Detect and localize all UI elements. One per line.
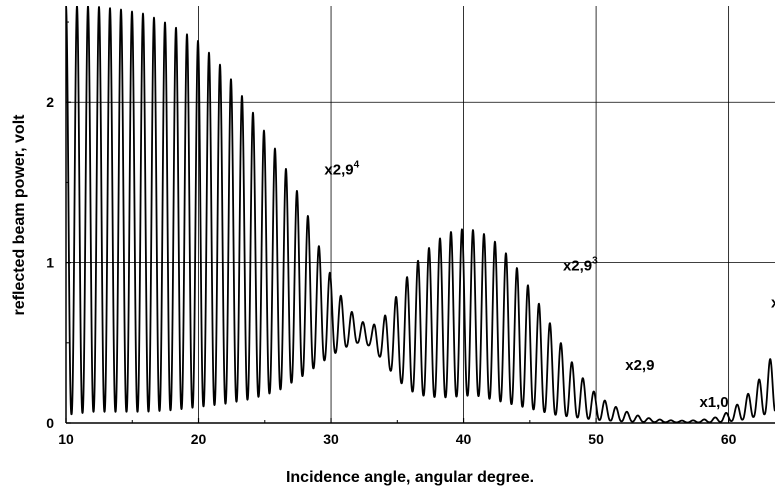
y-axis-title: reflected beam power, volt [11, 114, 28, 316]
x-tick-label: 40 [456, 431, 472, 447]
scale-annotation: x2,94 [324, 159, 359, 178]
y-tick-label: 2 [46, 94, 54, 110]
series-line [66, 6, 775, 423]
scale-annotation: x2,9 [625, 357, 654, 374]
x-tick-label: 20 [191, 431, 207, 447]
x-tick-label: 50 [588, 431, 604, 447]
axes [65, 6, 775, 424]
scale-annotation: x2,9 [771, 295, 775, 312]
x-axis-title: Incidence angle, angular degree. [286, 469, 534, 486]
scale-annotation: x2,93 [563, 256, 598, 275]
tick-labels: 10 20 30 40 50 60 0 1 2 [46, 94, 736, 447]
y-tick-label: 1 [46, 255, 54, 271]
annotations: x2,94 x2,93 x2,9 x1,0 x2,9 [324, 159, 775, 411]
x-tick-label: 10 [58, 431, 74, 447]
x-tick-label: 30 [323, 431, 339, 447]
data-series [66, 6, 775, 423]
y-tick-label: 0 [46, 415, 54, 431]
scale-annotation: x1,0 [699, 394, 728, 411]
x-tick-label: 60 [721, 431, 737, 447]
